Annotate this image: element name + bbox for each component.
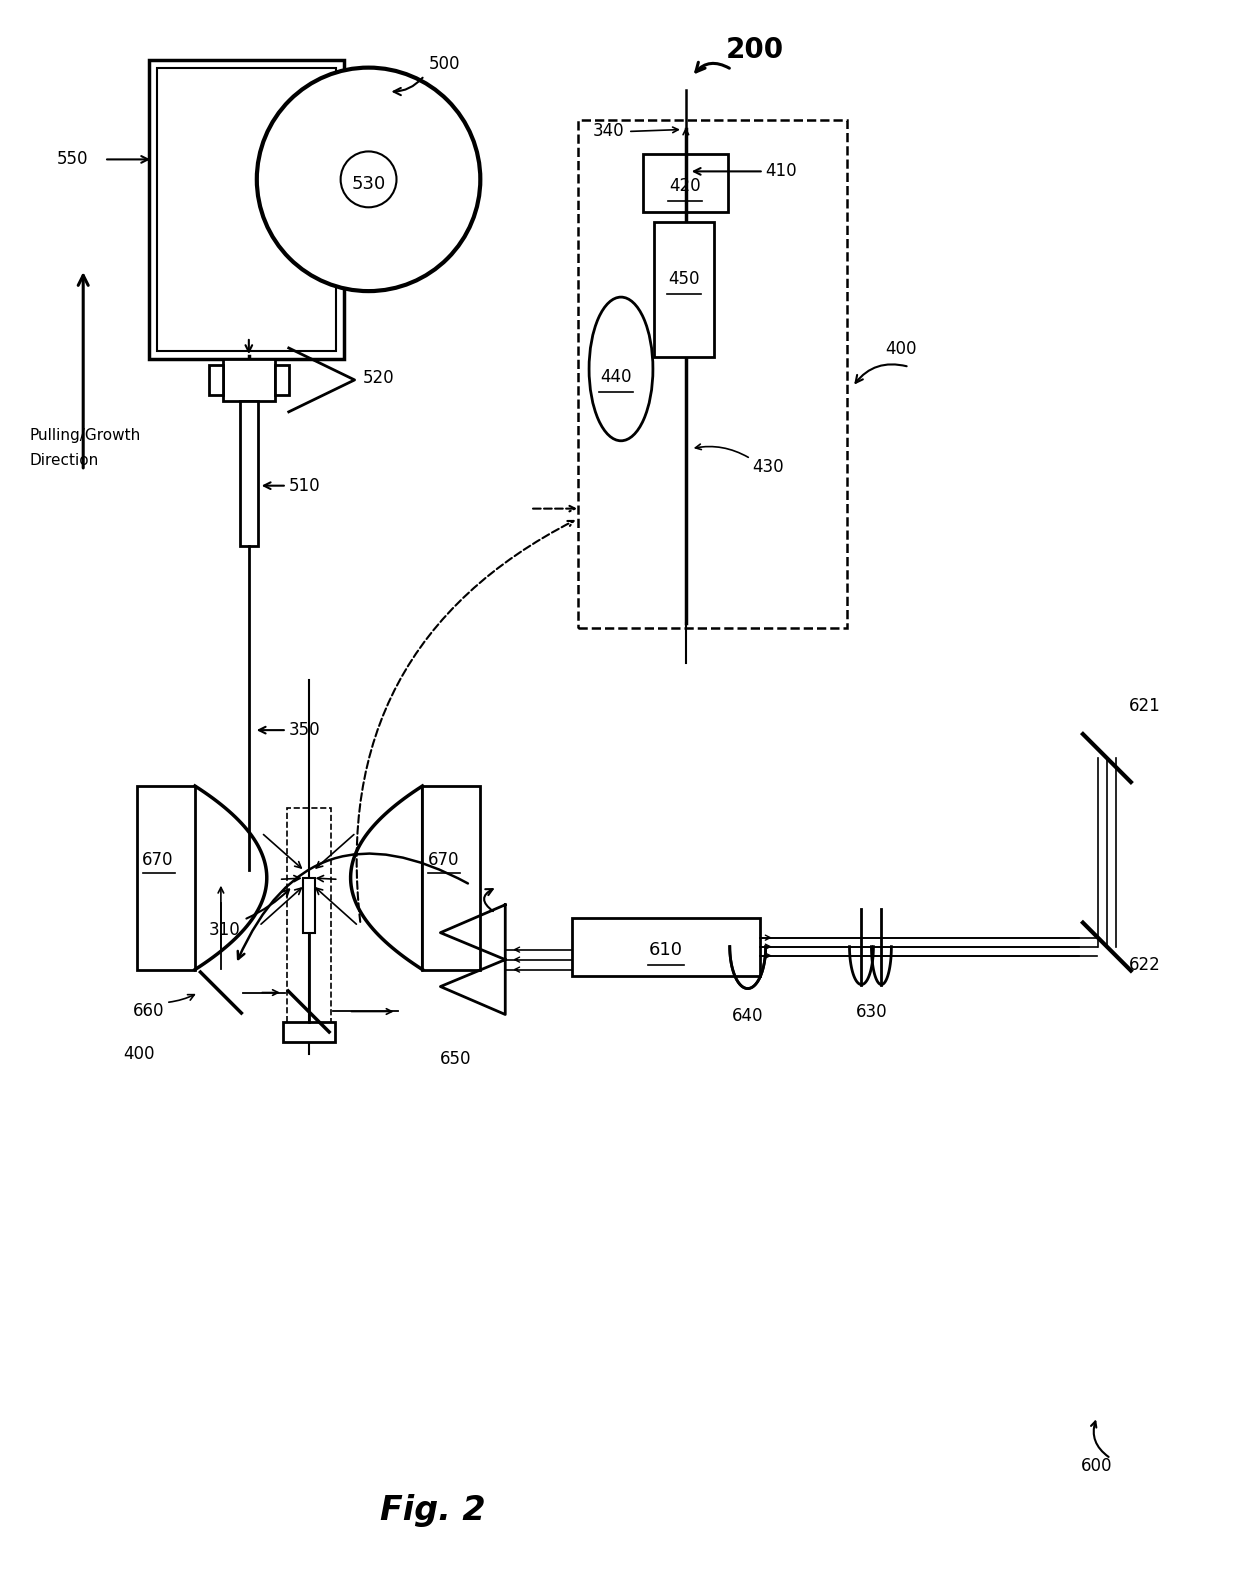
Text: 340: 340: [593, 123, 625, 140]
Bar: [578, 120, 847, 628]
Text: 400: 400: [885, 341, 916, 358]
Circle shape: [341, 151, 397, 207]
Bar: [283, 1022, 335, 1042]
Text: 610: 610: [649, 940, 683, 959]
Text: Fig. 2: Fig. 2: [379, 1493, 485, 1527]
Polygon shape: [440, 905, 505, 960]
Bar: [572, 918, 760, 976]
Polygon shape: [289, 349, 355, 412]
Text: 430: 430: [753, 457, 785, 476]
Text: 200: 200: [725, 36, 784, 63]
Bar: [157, 68, 336, 352]
Text: 640: 640: [732, 1008, 764, 1025]
Bar: [423, 785, 480, 970]
Text: 622: 622: [1128, 956, 1161, 973]
Polygon shape: [440, 960, 505, 1014]
Text: 660: 660: [133, 1001, 165, 1019]
Bar: [303, 878, 315, 932]
Bar: [149, 60, 343, 360]
Text: 350: 350: [289, 721, 320, 740]
Text: 440: 440: [600, 367, 631, 386]
Bar: [653, 222, 714, 356]
Bar: [223, 360, 275, 401]
Bar: [138, 785, 195, 970]
Bar: [239, 401, 258, 546]
Text: 621: 621: [1128, 697, 1161, 716]
Bar: [286, 807, 331, 1042]
Text: Pulling/Growth: Pulling/Growth: [30, 429, 140, 443]
Text: 500: 500: [429, 55, 460, 73]
Bar: [275, 364, 289, 394]
Bar: [208, 364, 223, 394]
Text: 510: 510: [289, 476, 320, 495]
Text: 550: 550: [56, 150, 88, 169]
Text: 410: 410: [765, 162, 797, 180]
Text: 650: 650: [440, 1050, 471, 1068]
Text: 450: 450: [668, 270, 699, 289]
Circle shape: [257, 68, 480, 292]
Ellipse shape: [589, 296, 653, 442]
Text: 420: 420: [670, 177, 701, 196]
Text: 630: 630: [856, 1003, 888, 1022]
Text: 600: 600: [1081, 1457, 1112, 1476]
Text: 530: 530: [351, 175, 386, 194]
Text: 310: 310: [208, 921, 241, 938]
Text: 400: 400: [123, 1046, 155, 1063]
Text: 670: 670: [428, 852, 459, 869]
Text: 670: 670: [143, 852, 174, 869]
Text: Direction: Direction: [30, 453, 98, 468]
Bar: [644, 155, 728, 213]
Text: 520: 520: [362, 369, 394, 386]
